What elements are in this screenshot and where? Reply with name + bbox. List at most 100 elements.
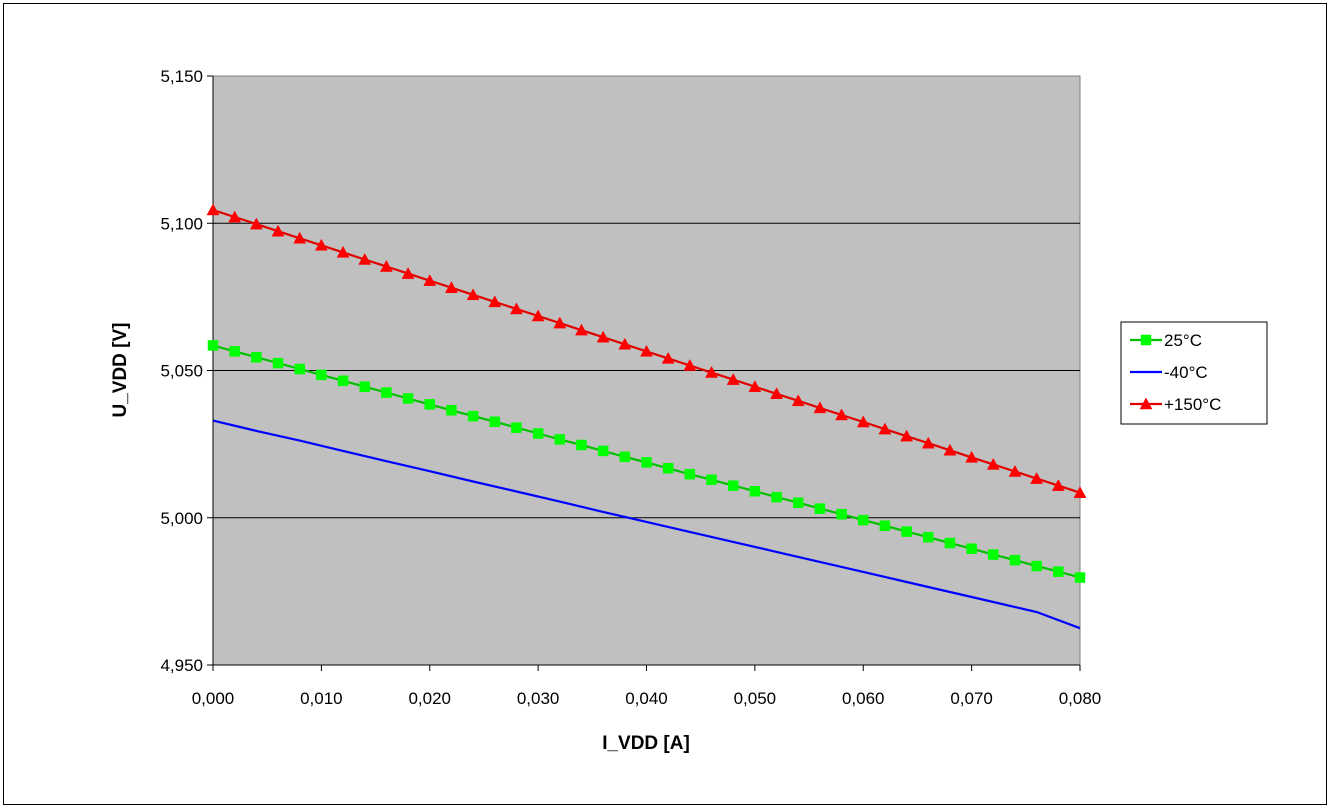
x-tick-label: 0,000	[192, 689, 235, 708]
data-point	[402, 393, 414, 404]
data-point	[856, 415, 870, 428]
data-point	[467, 410, 479, 422]
series-layer	[206, 203, 1087, 630]
data-point	[706, 474, 717, 486]
data-point	[858, 514, 869, 526]
data-point	[597, 445, 609, 457]
gridlines	[213, 222, 1080, 519]
y-tick-label: 5,050	[160, 362, 203, 381]
x-tick-label: 0,030	[517, 689, 560, 708]
data-point	[748, 380, 762, 392]
data-point	[814, 503, 826, 514]
data-point	[966, 543, 977, 554]
data-point	[618, 337, 632, 350]
data-point	[836, 508, 847, 520]
data-point	[1009, 554, 1021, 566]
y-tick-label: 5,100	[160, 214, 203, 233]
data-point	[662, 463, 674, 474]
data-point	[684, 468, 696, 480]
data-point	[489, 416, 501, 427]
data-point	[943, 443, 957, 456]
x-tick-label: 0,080	[1059, 689, 1102, 708]
y-axis-ticks: 4,950 5,000 5,050 5,100 5,150	[160, 67, 213, 675]
data-point	[531, 309, 545, 322]
data-point	[619, 451, 631, 463]
data-point	[445, 281, 458, 293]
data-point	[727, 480, 739, 491]
legend: 25°C -40°C +150°C	[1120, 321, 1268, 425]
data-point	[532, 428, 544, 439]
data-point	[923, 531, 934, 543]
x-tick-label: 0,060	[842, 689, 885, 708]
data-point	[294, 363, 305, 375]
data-point	[424, 399, 435, 410]
data-point	[336, 245, 350, 258]
y-axis-title: U_VDD [V]	[110, 322, 131, 417]
data-point	[813, 401, 827, 414]
x-tick-label: 0,070	[950, 689, 993, 708]
data-point	[661, 351, 675, 364]
x-tick-label: 0,020	[408, 689, 451, 708]
data-point	[381, 387, 392, 398]
data-point	[401, 267, 415, 279]
data-point	[446, 405, 457, 416]
data-point	[988, 549, 999, 560]
data-point	[1031, 560, 1042, 572]
data-point	[792, 497, 804, 508]
legend-swatch-marker	[1139, 397, 1153, 410]
data-point	[791, 394, 805, 407]
data-point	[359, 381, 370, 392]
data-point	[1073, 486, 1087, 498]
series-25c	[207, 340, 1086, 583]
data-point	[228, 210, 242, 223]
legend-label: -40°C	[1164, 363, 1208, 382]
data-point	[726, 373, 740, 385]
data-point	[510, 302, 523, 315]
data-point	[575, 323, 588, 336]
data-point	[554, 434, 566, 445]
x-tick-label: 0,010	[300, 689, 343, 708]
data-point	[641, 457, 652, 468]
data-point	[1053, 566, 1064, 577]
series-40c	[212, 419, 1081, 630]
x-axis-ticks: 0,000 0,010 0,020 0,030 0,040 0,050 0,060 0,070…	[192, 665, 1102, 708]
data-point	[1008, 464, 1022, 477]
x-tick-label: 0,050	[734, 689, 777, 708]
x-tick-label: 0,040	[625, 689, 668, 708]
data-point	[683, 358, 697, 371]
data-point	[835, 408, 848, 421]
data-point	[271, 224, 285, 237]
data-point	[900, 429, 914, 442]
x-axis-title: I_VDD [A]	[602, 733, 690, 754]
data-point	[1074, 572, 1086, 583]
data-point	[293, 231, 307, 244]
data-point	[379, 260, 393, 272]
data-point	[488, 295, 502, 308]
data-point	[272, 357, 284, 369]
legend-label: +150°C	[1164, 395, 1221, 414]
y-tick-label: 5,150	[160, 67, 203, 86]
data-point	[1030, 472, 1044, 484]
data-point	[879, 520, 891, 531]
data-point	[1051, 479, 1065, 491]
data-point	[901, 526, 912, 537]
y-tick-label: 4,950	[160, 656, 203, 675]
data-point	[770, 387, 783, 400]
data-point	[207, 340, 219, 351]
data-point	[337, 375, 349, 387]
data-point	[878, 422, 892, 435]
data-point	[921, 436, 935, 449]
data-point	[511, 422, 522, 433]
data-point	[466, 288, 480, 301]
data-point	[316, 369, 327, 381]
data-point	[749, 485, 761, 497]
data-point	[229, 346, 240, 357]
data-point	[944, 537, 956, 549]
data-point	[206, 203, 220, 216]
y-tick-label: 5,000	[160, 509, 203, 528]
data-point	[423, 274, 437, 286]
data-point	[576, 439, 587, 451]
data-point	[358, 252, 372, 265]
data-point	[771, 491, 782, 503]
